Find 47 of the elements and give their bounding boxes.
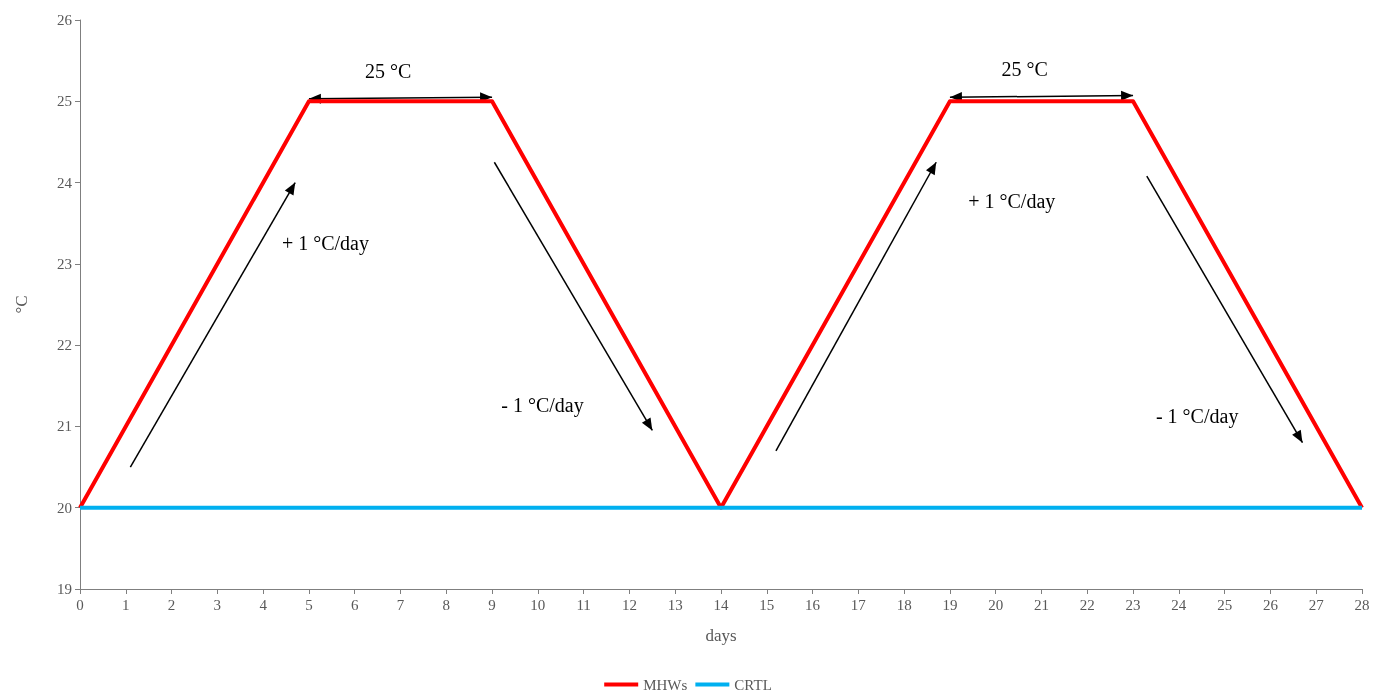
y-tick-label: 20 <box>57 499 72 516</box>
y-tick-label: 22 <box>57 337 72 354</box>
annotation: - 1 °C/day <box>1155 404 1239 428</box>
legend-label: MHWs <box>643 676 688 693</box>
y-tick-label: 25 <box>57 93 72 110</box>
x-tick-label: 2 <box>167 596 176 613</box>
y-tick-label: 24 <box>57 174 73 191</box>
y-tick-label: 19 <box>57 581 72 597</box>
x-tick-label: 5 <box>305 596 313 613</box>
y-axis-title: °C <box>12 295 31 314</box>
x-tick-label: 11 <box>576 596 591 613</box>
x-tick-label: 1 <box>122 596 130 613</box>
x-tick-label: 18 <box>896 596 912 613</box>
annotation: 25 °C <box>364 60 412 83</box>
x-tick-label: 23 <box>1125 596 1141 613</box>
legend-label: CRTL <box>734 676 772 693</box>
x-tick-label: 28 <box>1354 596 1370 613</box>
x-tick-label: 7 <box>396 596 405 613</box>
x-tick-label: 4 <box>259 596 268 613</box>
x-tick-label: 17 <box>850 596 867 613</box>
x-tick-label: 12 <box>621 596 637 613</box>
y-tick-label: 26 <box>57 12 73 28</box>
x-axis-title: days <box>705 626 737 645</box>
x-tick-label: 15 <box>759 596 775 613</box>
x-tick-label: 26 <box>1262 596 1279 613</box>
x-tick-label: 16 <box>805 596 821 613</box>
annotation: + 1 °C/day <box>968 190 1056 214</box>
x-tick-label: 21 <box>1034 596 1049 613</box>
annotation: + 1 °C/day <box>281 231 369 255</box>
x-tick-label: 20 <box>988 596 1004 613</box>
y-tick-label: 21 <box>57 418 72 435</box>
x-tick-label: 25 <box>1217 596 1233 613</box>
x-tick-label: 22 <box>1079 596 1095 613</box>
x-tick-label: 9 <box>488 596 496 613</box>
y-tick-label: 23 <box>57 255 72 272</box>
x-tick-label: 13 <box>667 596 683 613</box>
x-tick-label: 3 <box>213 596 222 613</box>
x-tick-label: 19 <box>942 596 958 613</box>
annotation: 25 °C <box>1001 57 1048 80</box>
annotation: - 1 °C/day <box>501 394 584 418</box>
x-tick-label: 6 <box>350 596 359 613</box>
x-tick-label: 24 <box>1171 596 1187 613</box>
x-tick-label: 0 <box>76 596 84 613</box>
x-tick-label: 8 <box>442 596 451 613</box>
x-tick-label: 10 <box>530 596 546 613</box>
x-tick-label: 27 <box>1308 596 1325 613</box>
x-tick-label: 14 <box>713 596 729 613</box>
